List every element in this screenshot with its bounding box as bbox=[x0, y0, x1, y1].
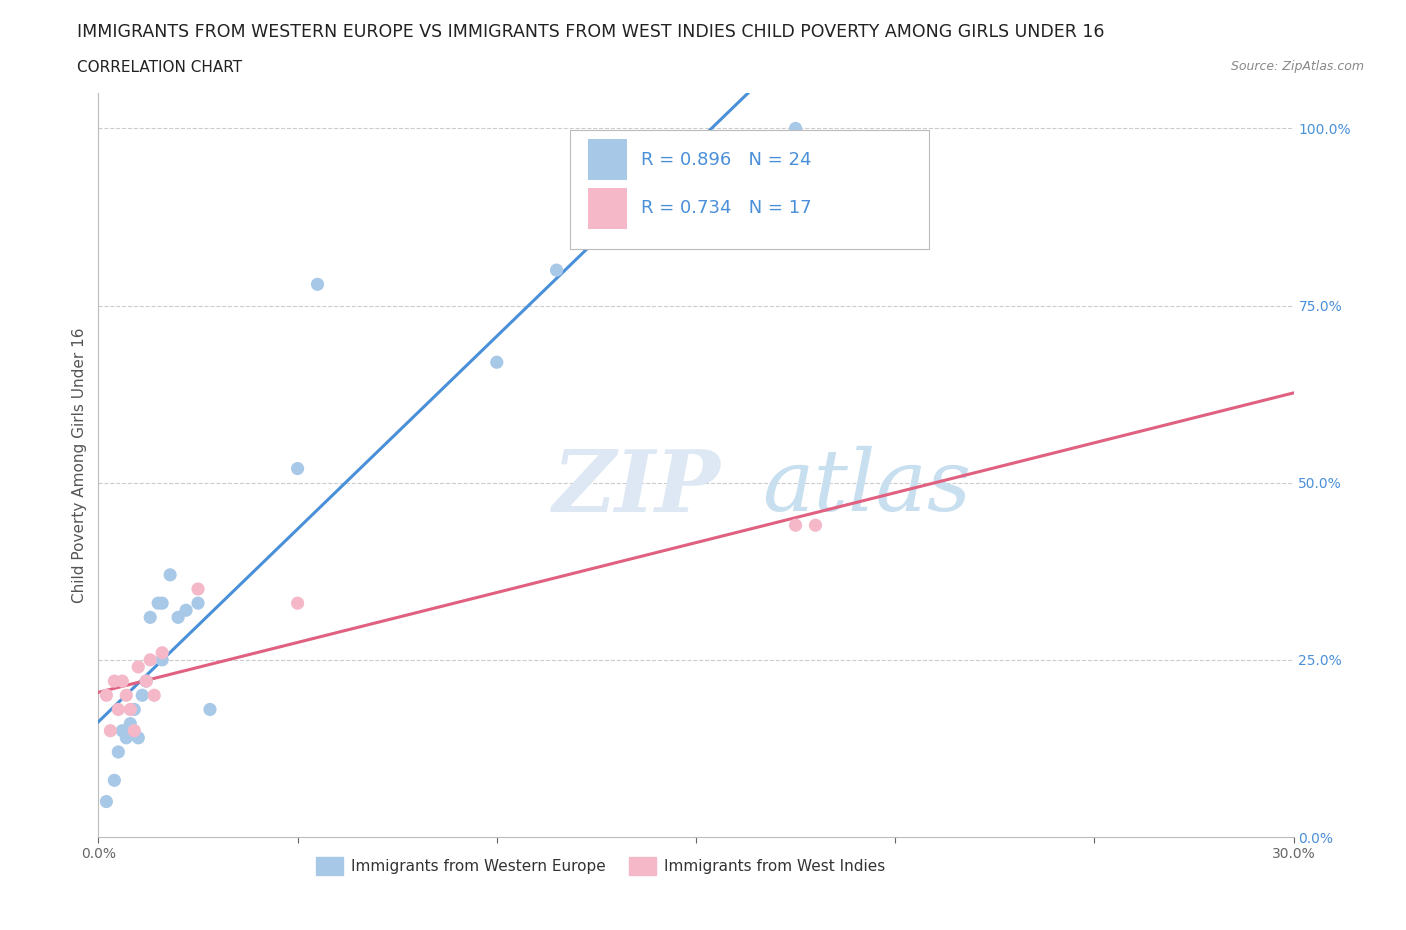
Point bbox=[124, 724, 146, 738]
Point bbox=[127, 730, 149, 745]
Bar bbox=[589, 188, 627, 229]
Point bbox=[124, 702, 146, 717]
Point bbox=[287, 461, 309, 476]
Point bbox=[115, 730, 138, 745]
Point bbox=[174, 603, 197, 618]
Point bbox=[111, 724, 134, 738]
Point bbox=[135, 673, 157, 688]
Point bbox=[804, 518, 827, 533]
Text: ZIP: ZIP bbox=[553, 445, 720, 529]
Point bbox=[159, 567, 181, 582]
Text: IMMIGRANTS FROM WESTERN EUROPE VS IMMIGRANTS FROM WEST INDIES CHILD POVERTY AMON: IMMIGRANTS FROM WESTERN EUROPE VS IMMIGR… bbox=[77, 23, 1105, 41]
Point bbox=[287, 596, 309, 611]
Text: atlas: atlas bbox=[762, 446, 970, 528]
Point bbox=[107, 702, 129, 717]
Point bbox=[198, 702, 221, 717]
Point bbox=[167, 610, 190, 625]
Y-axis label: Child Poverty Among Girls Under 16: Child Poverty Among Girls Under 16 bbox=[72, 327, 87, 603]
Point bbox=[150, 645, 173, 660]
Point bbox=[150, 653, 173, 668]
Point bbox=[546, 262, 568, 277]
Point bbox=[135, 673, 157, 688]
Point bbox=[187, 581, 209, 596]
Point bbox=[131, 688, 153, 703]
Point bbox=[107, 745, 129, 760]
Point bbox=[307, 277, 329, 292]
Text: Source: ZipAtlas.com: Source: ZipAtlas.com bbox=[1230, 60, 1364, 73]
Point bbox=[485, 355, 508, 370]
Point bbox=[187, 596, 209, 611]
Point bbox=[120, 702, 142, 717]
Text: CORRELATION CHART: CORRELATION CHART bbox=[77, 60, 242, 75]
Point bbox=[148, 596, 170, 611]
Legend: Immigrants from Western Europe, Immigrants from West Indies: Immigrants from Western Europe, Immigran… bbox=[309, 851, 891, 882]
Point bbox=[785, 518, 807, 533]
Text: R = 0.734   N = 17: R = 0.734 N = 17 bbox=[641, 199, 811, 218]
Point bbox=[115, 688, 138, 703]
Point bbox=[150, 596, 173, 611]
Point bbox=[139, 610, 162, 625]
Point bbox=[96, 794, 118, 809]
Point bbox=[127, 659, 149, 674]
Text: R = 0.896   N = 24: R = 0.896 N = 24 bbox=[641, 151, 811, 169]
FancyBboxPatch shape bbox=[571, 130, 929, 249]
Point bbox=[785, 121, 807, 136]
Point bbox=[98, 724, 122, 738]
Bar bbox=[589, 140, 627, 180]
Point bbox=[103, 773, 125, 788]
Point bbox=[96, 688, 118, 703]
Point bbox=[143, 688, 166, 703]
Point bbox=[111, 673, 134, 688]
Point bbox=[120, 716, 142, 731]
Point bbox=[139, 653, 162, 668]
Point bbox=[103, 673, 125, 688]
